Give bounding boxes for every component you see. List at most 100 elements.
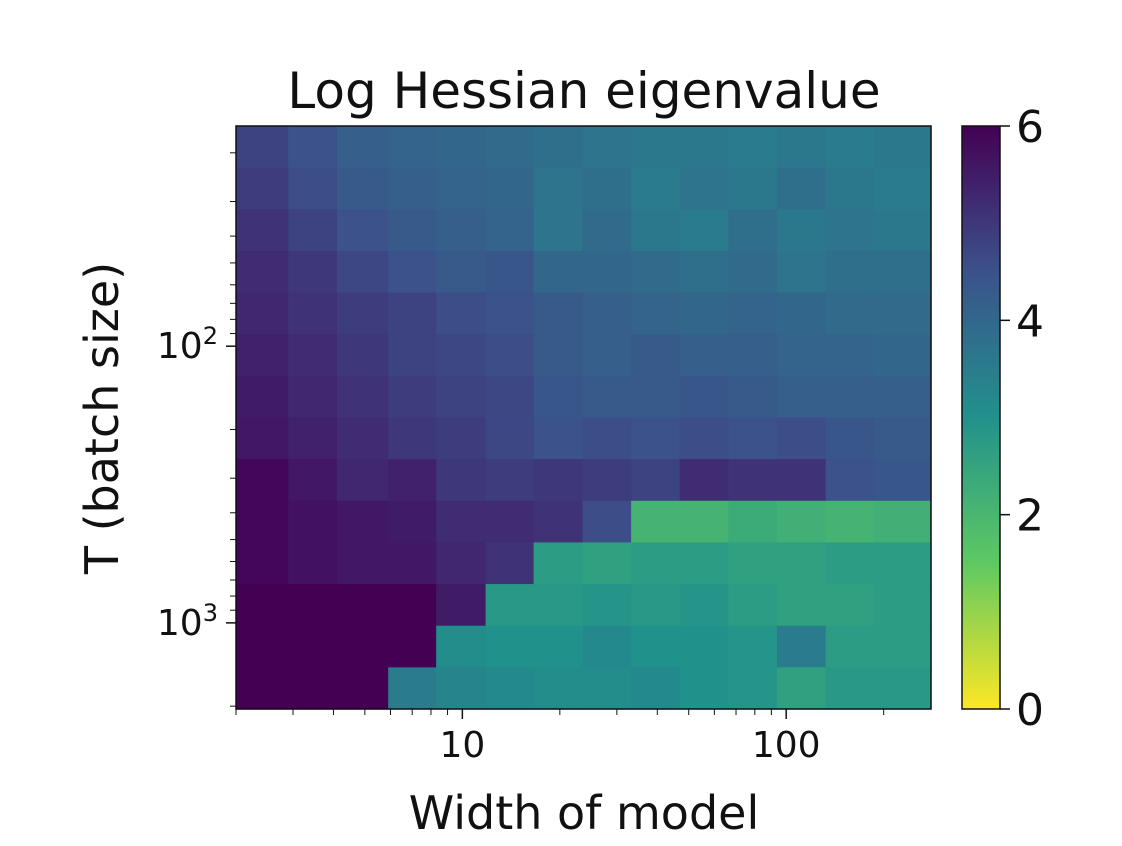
heatmap-cell: [728, 167, 778, 210]
heatmap-cell: [485, 417, 535, 460]
heatmap-cell: [436, 625, 487, 668]
heatmap-cell: [485, 500, 535, 544]
heatmap-cell: [874, 625, 932, 668]
heatmap-cell: [388, 334, 437, 377]
heatmap-cell: [388, 625, 437, 668]
heatmap-cell: [388, 292, 437, 335]
heatmap-cell: [631, 292, 681, 335]
heatmap-cell: [336, 667, 389, 710]
heatmap-cell: [777, 167, 827, 210]
heatmap-cell: [825, 584, 875, 627]
heatmap-cell: [288, 292, 338, 335]
colorbar-tick-label: 6: [1016, 102, 1044, 153]
heatmap-cell: [336, 459, 389, 502]
heatmap-cell: [679, 417, 729, 460]
heatmap-cell: [533, 625, 584, 668]
heatmap-cell: [582, 459, 632, 502]
heatmap-cell: [825, 667, 875, 710]
y-tick-label: 103: [157, 599, 218, 644]
heatmap-cell: [388, 459, 437, 502]
heatmap-cell: [631, 625, 681, 668]
heatmap-cell: [485, 375, 535, 419]
heatmap-cell: [777, 459, 827, 502]
heatmap-cell: [436, 167, 487, 210]
heatmap-cell: [631, 584, 681, 627]
heatmap-cell: [728, 209, 778, 252]
heatmap-cell: [582, 251, 632, 294]
heatmap-cell: [679, 584, 729, 627]
heatmap-cell: [533, 292, 584, 335]
heatmap-cell: [582, 292, 632, 335]
heatmap-cell: [288, 251, 338, 294]
heatmap-cell: [874, 417, 932, 460]
heatmap-cell: [825, 292, 875, 335]
heatmap-cell: [777, 500, 827, 544]
heatmap-cell: [728, 375, 778, 419]
heatmap-cell: [582, 209, 632, 252]
heatmap-cell: [825, 167, 875, 210]
heatmap-cell: [485, 167, 535, 210]
heatmap-cell: [436, 500, 487, 544]
heatmap-cell: [825, 375, 875, 419]
heatmap-cell: [336, 292, 389, 335]
heatmap-cell: [388, 584, 437, 627]
heatmap-cell: [485, 542, 535, 585]
plot-frame: [235, 125, 932, 710]
heatmap-cell: [679, 251, 729, 294]
heatmap-cell: [533, 334, 584, 377]
x-tick-label: 10: [439, 725, 485, 766]
heatmap-cell: [336, 126, 389, 169]
heatmap-cell: [631, 375, 681, 419]
heatmap-cell: [825, 542, 875, 585]
heatmap-cell: [288, 584, 338, 627]
heatmap-cell: [777, 334, 827, 377]
heatmap-cell: [436, 584, 487, 627]
y-tick-label: 102: [157, 322, 218, 367]
heatmap-cell: [388, 167, 437, 210]
heatmap-cell: [728, 459, 778, 502]
heatmap-cell: [288, 209, 338, 252]
heatmap-cell: [388, 209, 437, 252]
heatmap-cell: [777, 375, 827, 419]
heatmap-cell: [582, 375, 632, 419]
heatmap-cell: [288, 334, 338, 377]
heatmap-cell: [631, 251, 681, 294]
heatmap-cell: [728, 667, 778, 710]
heatmap-cell: [728, 251, 778, 294]
colorbar-ticks: 0 2 4 6: [1000, 102, 1044, 736]
heatmap-cell: [582, 667, 632, 710]
heatmap-cell: [485, 667, 535, 710]
heatmap-cell: [288, 417, 338, 460]
heatmap-cell: [874, 542, 932, 585]
heatmap-cell: [777, 251, 827, 294]
heatmap-cell: [485, 584, 535, 627]
heatmap-cell: [236, 167, 289, 210]
heatmap-cell: [485, 292, 535, 335]
heatmap-cell: [777, 542, 827, 585]
heatmap-cell: [485, 459, 535, 502]
heatmap-cell: [388, 126, 437, 169]
heatmap-cell: [485, 625, 535, 668]
heatmap-cell: [777, 292, 827, 335]
heatmap-cell: [728, 417, 778, 460]
heatmap-cell: [582, 167, 632, 210]
colorbar-tick-label: 2: [1016, 491, 1044, 542]
heatmap-cell: [679, 459, 729, 502]
heatmap-cell: [533, 584, 584, 627]
heatmap-cell: [874, 459, 932, 502]
heatmap-cell: [533, 209, 584, 252]
heatmap-cell: [582, 500, 632, 544]
heatmap-cell: [679, 292, 729, 335]
heatmap-cell: [631, 500, 681, 544]
heatmap-cell: [336, 167, 389, 210]
heatmap-cell: [336, 584, 389, 627]
heatmap-cell: [874, 126, 932, 169]
heatmap-cell: [582, 334, 632, 377]
heatmap-cell: [485, 209, 535, 252]
heatmap-cell: [288, 667, 338, 710]
heatmap-cell: [631, 126, 681, 169]
heatmap-cell: [336, 209, 389, 252]
heatmap-cell: [336, 542, 389, 585]
heatmap-cell: [874, 334, 932, 377]
